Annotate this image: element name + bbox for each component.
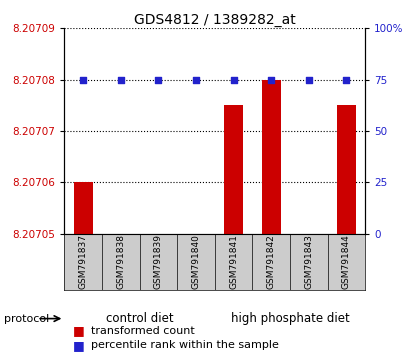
Text: ■: ■ bbox=[73, 339, 84, 352]
Text: GSM791840: GSM791840 bbox=[191, 234, 200, 290]
Text: GSM791837: GSM791837 bbox=[78, 234, 88, 290]
Text: GSM791841: GSM791841 bbox=[229, 234, 238, 290]
Text: high phosphate diet: high phosphate diet bbox=[231, 312, 349, 325]
Bar bbox=[187, 234, 205, 354]
Text: GSM791838: GSM791838 bbox=[116, 234, 125, 290]
Bar bbox=[149, 234, 168, 354]
Text: control diet: control diet bbox=[106, 312, 173, 325]
Text: GSM791843: GSM791843 bbox=[304, 234, 313, 290]
Text: transformed count: transformed count bbox=[91, 326, 195, 336]
Bar bbox=[337, 105, 356, 234]
Point bbox=[117, 77, 124, 82]
Point bbox=[80, 77, 86, 82]
Text: percentile rank within the sample: percentile rank within the sample bbox=[91, 340, 279, 350]
Bar bbox=[111, 234, 130, 354]
Text: GSM791839: GSM791839 bbox=[154, 234, 163, 290]
Text: protocol: protocol bbox=[4, 314, 49, 324]
Point bbox=[193, 77, 199, 82]
Bar bbox=[74, 182, 93, 234]
Bar bbox=[262, 80, 281, 234]
Text: ■: ■ bbox=[73, 325, 84, 337]
Point bbox=[155, 77, 162, 82]
Text: GSM791842: GSM791842 bbox=[267, 235, 276, 289]
Title: GDS4812 / 1389282_at: GDS4812 / 1389282_at bbox=[134, 13, 295, 27]
Bar bbox=[299, 234, 318, 354]
Point bbox=[343, 77, 350, 82]
Point bbox=[230, 77, 237, 82]
Point bbox=[305, 77, 312, 82]
Text: GSM791844: GSM791844 bbox=[342, 235, 351, 289]
Point bbox=[268, 77, 274, 82]
Bar bbox=[224, 105, 243, 234]
